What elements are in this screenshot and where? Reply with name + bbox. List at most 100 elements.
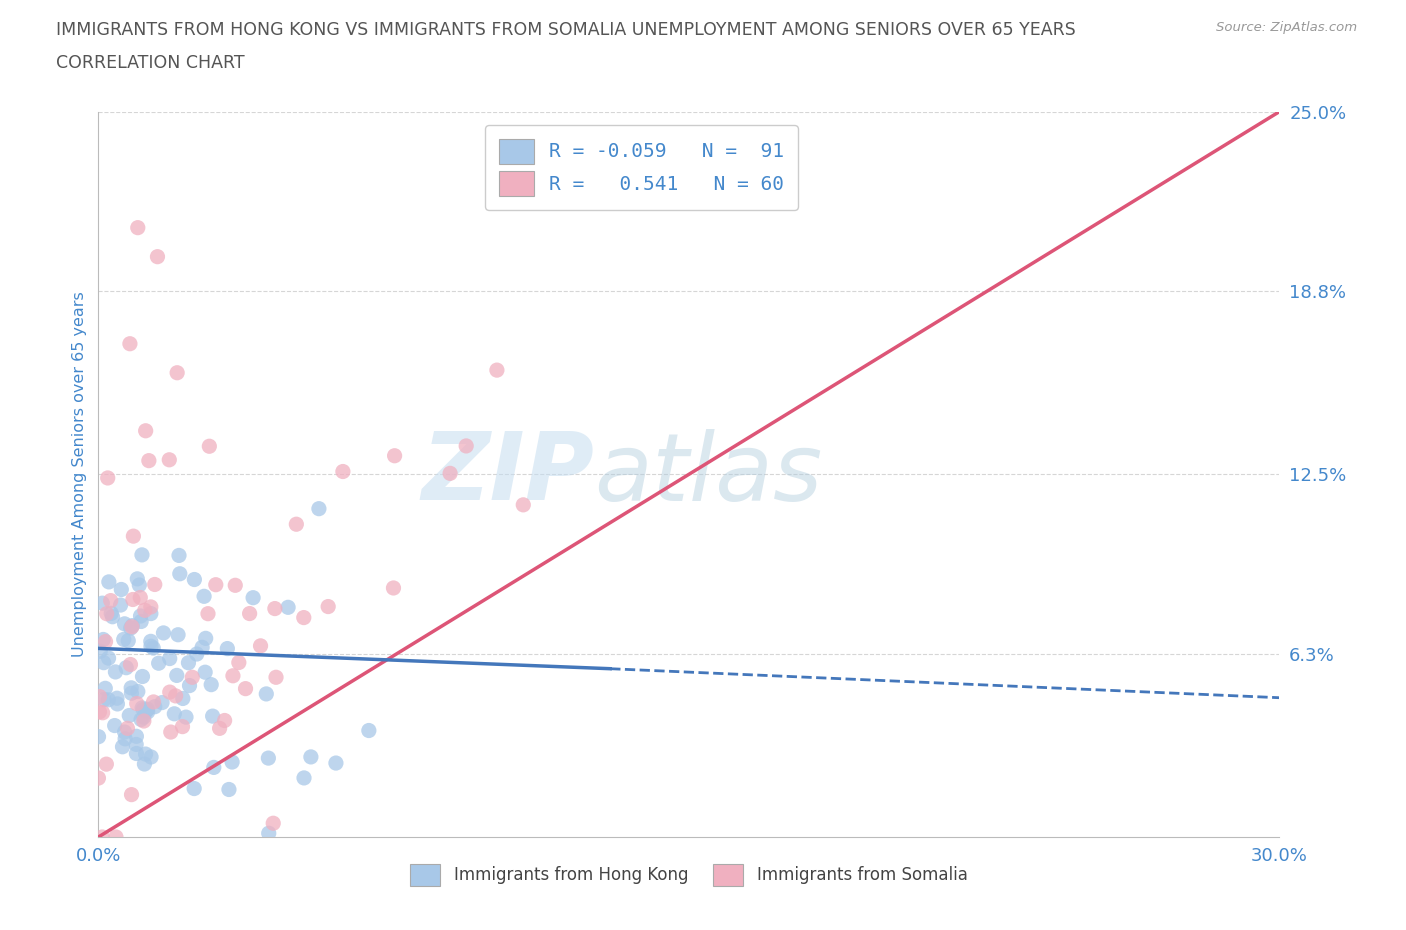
Point	[208, 721, 231, 736]
Point	[357, 723, 380, 737]
Point	[97, 651, 120, 666]
Point	[129, 590, 152, 604]
Point	[222, 669, 245, 684]
Point	[94, 634, 117, 649]
Point	[143, 699, 166, 714]
Point	[150, 695, 173, 710]
Point	[214, 713, 236, 728]
Point	[135, 747, 157, 762]
Point	[131, 700, 153, 715]
Point	[139, 600, 162, 615]
Point	[91, 632, 114, 647]
Point	[94, 681, 117, 696]
Point	[93, 656, 115, 671]
Point	[177, 656, 200, 671]
Point	[96, 757, 118, 772]
Point	[120, 658, 142, 672]
Point	[165, 688, 187, 703]
Point	[104, 665, 127, 680]
Point	[118, 708, 141, 723]
Point	[166, 668, 188, 683]
Point	[110, 582, 132, 597]
Point	[224, 578, 246, 592]
Point	[292, 770, 315, 785]
Point	[97, 575, 120, 590]
Point	[146, 249, 169, 264]
Point	[218, 782, 240, 797]
Point	[193, 589, 215, 604]
Point	[456, 438, 478, 453]
Point	[114, 617, 136, 631]
Point	[157, 452, 180, 467]
Point	[120, 685, 142, 700]
Point	[115, 660, 138, 675]
Point	[104, 718, 127, 733]
Point	[257, 826, 280, 841]
Point	[132, 713, 155, 728]
Point	[135, 423, 157, 438]
Point	[87, 771, 110, 786]
Point	[89, 704, 111, 719]
Point	[101, 609, 124, 624]
Point	[167, 548, 190, 563]
Point	[332, 464, 354, 479]
Text: IMMIGRANTS FROM HONG KONG VS IMMIGRANTS FROM SOMALIA UNEMPLOYMENT AMONG SENIORS : IMMIGRANTS FROM HONG KONG VS IMMIGRANTS …	[56, 21, 1076, 39]
Point	[249, 638, 271, 653]
Point	[200, 677, 222, 692]
Text: Source: ZipAtlas.com: Source: ZipAtlas.com	[1216, 21, 1357, 34]
Point	[122, 529, 145, 544]
Point	[127, 220, 149, 235]
Point	[167, 628, 190, 643]
Point	[242, 591, 264, 605]
Point	[142, 641, 165, 656]
Point	[139, 634, 162, 649]
Point	[201, 709, 224, 724]
Point	[263, 601, 285, 616]
Point	[127, 684, 149, 699]
Legend: Immigrants from Hong Kong, Immigrants from Somalia: Immigrants from Hong Kong, Immigrants fr…	[402, 856, 976, 894]
Point	[197, 606, 219, 621]
Point	[194, 665, 217, 680]
Point	[107, 697, 129, 711]
Point	[159, 651, 181, 666]
Point	[128, 578, 150, 592]
Point	[139, 639, 162, 654]
Point	[136, 704, 159, 719]
Point	[172, 719, 194, 734]
Point	[217, 641, 239, 656]
Point	[117, 633, 139, 648]
Point	[89, 644, 111, 658]
Point	[96, 606, 118, 621]
Point	[97, 471, 120, 485]
Point	[512, 498, 534, 512]
Point	[198, 439, 221, 454]
Point	[131, 669, 153, 684]
Point	[114, 731, 136, 746]
Point	[125, 746, 148, 761]
Point	[131, 548, 153, 563]
Point	[159, 724, 181, 739]
Point	[139, 606, 162, 621]
Point	[299, 750, 322, 764]
Point	[122, 592, 145, 607]
Point	[221, 754, 243, 769]
Point	[125, 696, 148, 711]
Point	[152, 626, 174, 641]
Point	[204, 578, 226, 592]
Point	[121, 618, 143, 633]
Point	[91, 830, 114, 844]
Point	[166, 365, 188, 380]
Point	[105, 691, 128, 706]
Point	[148, 656, 170, 671]
Point	[104, 830, 127, 844]
Point	[136, 702, 159, 717]
Point	[91, 705, 114, 720]
Point	[285, 517, 308, 532]
Point	[485, 363, 508, 378]
Point	[183, 572, 205, 587]
Point	[120, 681, 142, 696]
Point	[129, 712, 152, 727]
Point	[121, 619, 143, 634]
Point	[159, 684, 181, 699]
Text: ZIP: ZIP	[422, 429, 595, 520]
